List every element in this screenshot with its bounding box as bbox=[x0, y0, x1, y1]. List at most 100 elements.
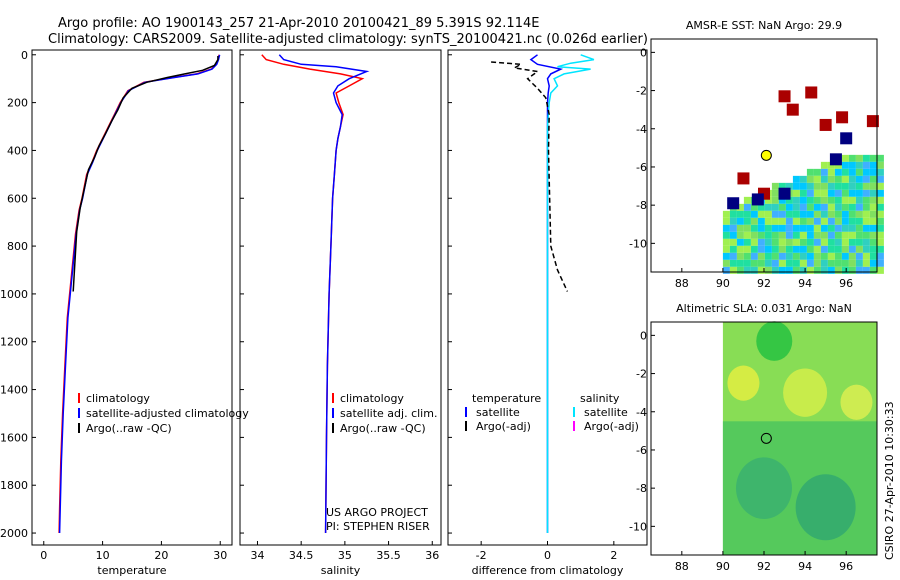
sst-cell bbox=[834, 189, 842, 197]
map-y-tick-label: 0 bbox=[640, 46, 647, 59]
sst-cell bbox=[771, 182, 779, 190]
sst-cell bbox=[792, 210, 800, 218]
sst-cell bbox=[827, 168, 835, 176]
x-tick-label-temperature: 0 bbox=[40, 549, 47, 562]
sst-cell bbox=[876, 266, 884, 274]
series-line-temperature-climatology bbox=[58, 54, 220, 534]
sst-cell bbox=[799, 224, 807, 232]
sst-cell bbox=[848, 210, 856, 218]
sst-cell bbox=[834, 196, 842, 204]
sst-cell bbox=[841, 175, 849, 183]
sst-cell bbox=[806, 238, 814, 246]
sst-cell bbox=[806, 196, 814, 204]
sst-cell bbox=[785, 252, 793, 260]
sst-cell bbox=[785, 224, 793, 232]
sst-cell bbox=[778, 196, 786, 204]
map-x-tick-label: 88 bbox=[675, 277, 689, 290]
sst-cell bbox=[834, 259, 842, 267]
sst-cell bbox=[841, 182, 849, 190]
sst-cell bbox=[876, 168, 884, 176]
sst-cell bbox=[869, 238, 877, 246]
y-tick-label: 200 bbox=[7, 97, 28, 110]
sst-cell bbox=[778, 217, 786, 225]
sst-cell bbox=[764, 217, 772, 225]
sst-cell bbox=[876, 196, 884, 204]
map-x-tick-label: 92 bbox=[757, 560, 771, 573]
sst-cell bbox=[848, 266, 856, 274]
sst-cell bbox=[834, 182, 842, 190]
y-tick-label: 600 bbox=[7, 192, 28, 205]
legend-label-temperature: climatology bbox=[86, 392, 150, 405]
sst-cell bbox=[729, 231, 737, 239]
sst-cell bbox=[841, 266, 849, 274]
sst-cell bbox=[778, 245, 786, 253]
sst-anomaly-block bbox=[866, 115, 879, 128]
sst-cell bbox=[876, 231, 884, 239]
x-tick-label-temperature: 20 bbox=[154, 549, 168, 562]
sst-cell bbox=[869, 224, 877, 232]
sst-cell bbox=[869, 259, 877, 267]
sst-cell bbox=[855, 203, 863, 211]
sst-cell bbox=[813, 210, 821, 218]
series-line-salinity-satellite bbox=[278, 54, 370, 534]
sst-cell bbox=[743, 245, 751, 253]
sst-cell bbox=[778, 203, 786, 211]
sst-cell bbox=[841, 259, 849, 267]
figure-title-line2: Climatology: CARS2009. Satellite-adjuste… bbox=[48, 32, 648, 47]
sst-cell bbox=[848, 154, 856, 162]
sst-cell bbox=[841, 238, 849, 246]
map-y-tick-label: -2 bbox=[636, 85, 647, 98]
sst-cell bbox=[848, 231, 856, 239]
x-tick-label-salinity: 34.5 bbox=[289, 549, 314, 562]
map-y-tick-label: -2 bbox=[636, 368, 647, 381]
y-tick-label: 1800 bbox=[0, 479, 28, 492]
sst-cell bbox=[813, 238, 821, 246]
sst-cell bbox=[813, 259, 821, 267]
sst-cell bbox=[813, 203, 821, 211]
sst-cell bbox=[785, 245, 793, 253]
sst-cell bbox=[806, 259, 814, 267]
credit-text: CSIRO 27-Apr-2010 10:30:33 bbox=[883, 401, 896, 560]
sst-cell bbox=[848, 217, 856, 225]
sst-cell bbox=[820, 224, 828, 232]
sst-cell bbox=[806, 245, 814, 253]
sst-cell bbox=[799, 231, 807, 239]
map-x-tick-label: 88 bbox=[675, 560, 689, 573]
sst-cell bbox=[869, 252, 877, 260]
sst-cell bbox=[820, 266, 828, 274]
sst-anomaly-block bbox=[778, 90, 791, 103]
sst-cell bbox=[876, 189, 884, 197]
sst-cell bbox=[876, 161, 884, 169]
sst-cell bbox=[764, 196, 772, 204]
sst-cell bbox=[764, 266, 772, 274]
sst-cell bbox=[750, 210, 758, 218]
sst-cell bbox=[806, 217, 814, 225]
sst-cell bbox=[820, 175, 828, 183]
sst-cell bbox=[764, 224, 772, 232]
sst-cell bbox=[848, 182, 856, 190]
sst-cell bbox=[834, 266, 842, 274]
sst-cell bbox=[806, 266, 814, 274]
sst-cell bbox=[848, 252, 856, 260]
sst-cell bbox=[785, 203, 793, 211]
sst-cell bbox=[792, 203, 800, 211]
sst-cell bbox=[743, 203, 751, 211]
sst-cell bbox=[848, 203, 856, 211]
y-tick-label: 1000 bbox=[0, 288, 28, 301]
sst-cell bbox=[820, 210, 828, 218]
argo-position-marker bbox=[760, 149, 772, 161]
sst-cell bbox=[778, 182, 786, 190]
sst-cell bbox=[862, 217, 870, 225]
sst-cell bbox=[834, 168, 842, 176]
sst-cell bbox=[771, 252, 779, 260]
sst-cell bbox=[855, 161, 863, 169]
sst-cell bbox=[736, 252, 744, 260]
sst-cell bbox=[855, 189, 863, 197]
sst-cell bbox=[792, 266, 800, 274]
sst-cell bbox=[764, 203, 772, 211]
sst-cell bbox=[750, 238, 758, 246]
sst-cell bbox=[841, 189, 849, 197]
sst-cell bbox=[869, 154, 877, 162]
sst-cell bbox=[743, 266, 751, 274]
